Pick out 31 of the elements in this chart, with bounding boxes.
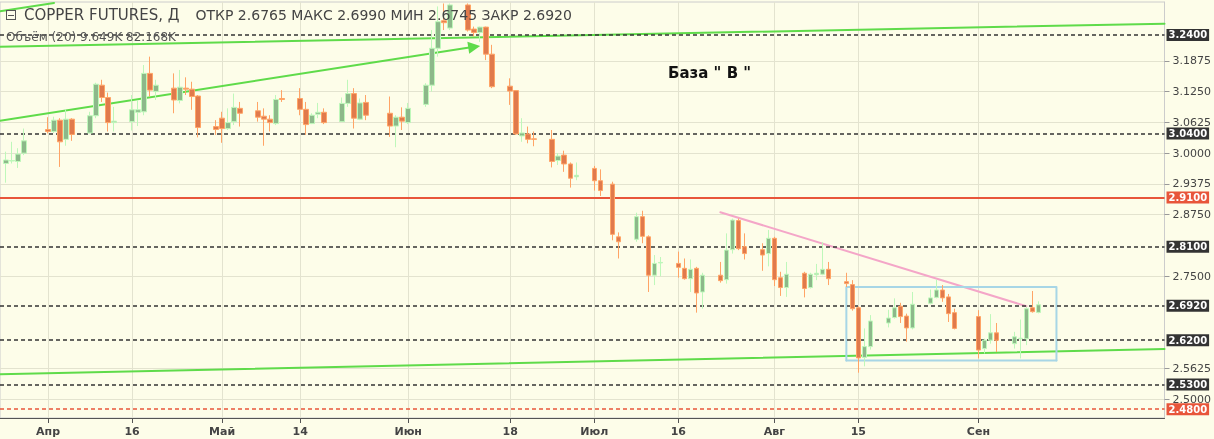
annotation: База " В " bbox=[668, 64, 752, 82]
x-tick-label: Авг bbox=[763, 425, 786, 438]
ref-line-label: 2.5300 bbox=[1168, 379, 1208, 391]
x-tick-label: Май bbox=[209, 425, 236, 438]
y-tick-label: 2.9375 bbox=[1172, 177, 1212, 191]
y-tick-label: 3.1875 bbox=[1172, 54, 1212, 68]
y-tick-label: 3.0625 bbox=[1172, 115, 1212, 129]
ref-line-label: 2.9100 bbox=[1168, 191, 1208, 203]
x-tick-label: 16 bbox=[670, 425, 687, 438]
x-tick-label: Июн bbox=[394, 425, 422, 438]
x-tick-label: 16 bbox=[124, 425, 141, 438]
ref-line-label: 3.2400 bbox=[1168, 29, 1208, 41]
annotation: Объём (20) 9.649K 82.168K bbox=[6, 30, 176, 44]
y-tick-label: 2.7500 bbox=[1172, 269, 1212, 283]
y-tick-label: 3.1250 bbox=[1172, 85, 1212, 99]
y-tick-label: 2.8750 bbox=[1172, 208, 1212, 222]
chart-title: COPPER FUTURES, Д bbox=[24, 6, 180, 24]
y-tick-label: 3.0000 bbox=[1172, 146, 1212, 160]
y-tick-label: 2.5000 bbox=[1172, 392, 1212, 406]
x-tick-label: Сен bbox=[966, 425, 990, 438]
ref-line-label: 2.4800 bbox=[1168, 403, 1208, 415]
x-tick-label: 15 bbox=[850, 425, 867, 438]
x-tick-label: Апр bbox=[36, 425, 61, 438]
x-tick-label: 14 bbox=[292, 425, 309, 438]
y-tick-label: 2.5625 bbox=[1172, 362, 1212, 376]
ref-line-label: 3.0400 bbox=[1168, 127, 1208, 139]
x-tick-label: 18 bbox=[502, 425, 518, 438]
ref-line-label: 2.6920 bbox=[1168, 300, 1208, 312]
x-tick-label: Июл bbox=[580, 425, 609, 438]
ref-line-label: 2.8100 bbox=[1168, 241, 1208, 253]
ref-line-label: 2.6200 bbox=[1168, 334, 1208, 346]
